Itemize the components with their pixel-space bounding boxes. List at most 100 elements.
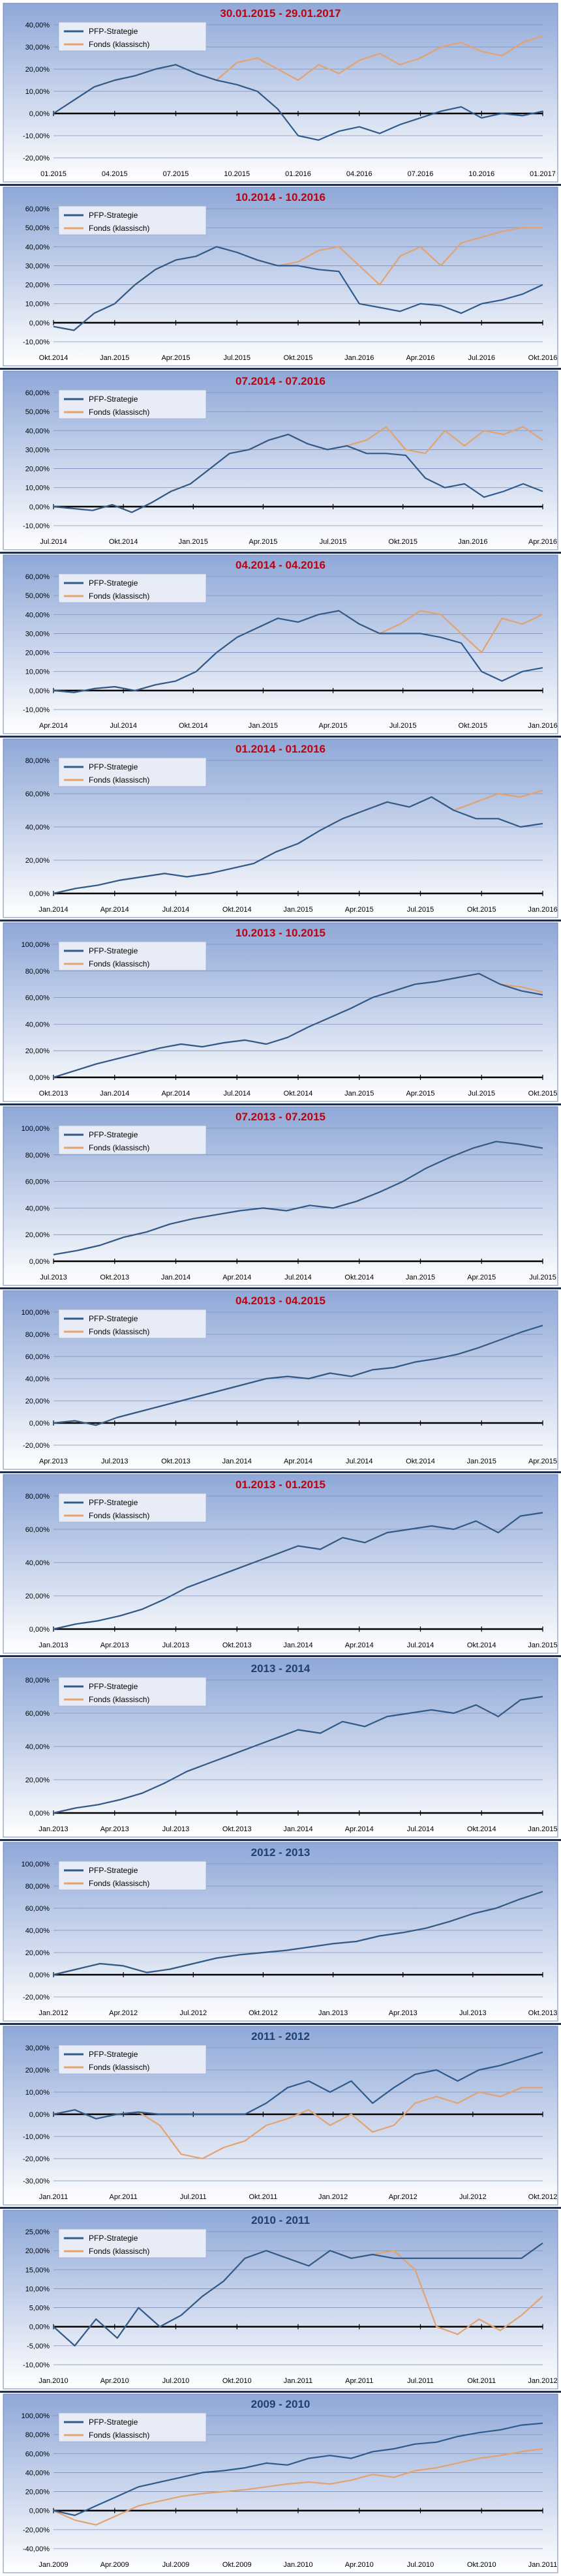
series-line-pfp-strategie bbox=[53, 972, 543, 1079]
y-tick-label: -10,00% bbox=[23, 706, 50, 714]
y-tick-label: -40,00% bbox=[23, 2545, 50, 2553]
x-tick-label: Apr.2013 bbox=[100, 1825, 129, 1833]
x-tick-label: Jan.2016 bbox=[344, 354, 374, 362]
legend-label: Fonds (klassisch) bbox=[89, 1511, 149, 1520]
x-tick-label: Jul.2014 bbox=[162, 906, 190, 914]
x-tick-label: Okt.2010 bbox=[467, 2561, 496, 2569]
line-chart: 2012 - 2013 100,00% 80,00% 60,00% 40,00% 20,0… bbox=[3, 1842, 558, 2022]
x-tick-label: Jul.2015 bbox=[389, 722, 417, 730]
y-tick-label: 40,00% bbox=[25, 1927, 50, 1935]
chart-panel: 2013 - 2014 80,00% 60,00% 40,00% 20,00% 0,00%… bbox=[3, 1658, 558, 1838]
x-tick-label: Okt.2013 bbox=[161, 1458, 190, 1465]
x-tick-label: Jul.2011 bbox=[180, 2193, 207, 2201]
x-tick-label: Jan.2012 bbox=[318, 2193, 348, 2201]
y-tick-label: 40,00% bbox=[25, 22, 50, 29]
legend-box bbox=[58, 1677, 207, 1707]
x-tick-label: Jul.2013 bbox=[40, 1274, 67, 1281]
section-divider bbox=[0, 2023, 561, 2025]
legend: PFP-Strategie Fonds (klassisch) bbox=[58, 1861, 207, 1891]
x-tick-label: Okt.2014 bbox=[109, 538, 138, 546]
x-tick-label: Okt.2010 bbox=[222, 2377, 252, 2385]
x-tick-label: Apr.2015 bbox=[345, 906, 374, 914]
x-tick-label: Jan.2014 bbox=[222, 1458, 252, 1465]
x-tick-label: Jan.2013 bbox=[318, 2009, 348, 2017]
y-tick-label: 20,00% bbox=[25, 650, 50, 657]
y-tick-label: 100,00% bbox=[22, 1309, 50, 1317]
section-divider bbox=[0, 920, 561, 921]
legend: PFP-Strategie Fonds (klassisch) bbox=[58, 2044, 207, 2074]
x-tick-label: Jul.2010 bbox=[407, 2561, 434, 2569]
x-tick-label: Jul.2013 bbox=[101, 1458, 129, 1465]
legend-label: Fonds (klassisch) bbox=[89, 224, 149, 233]
chart-panel: 2012 - 2013 100,00% 80,00% 60,00% 40,00% 20,0… bbox=[3, 1842, 558, 2022]
y-tick-label: 10,00% bbox=[25, 485, 50, 492]
x-tick-label: Okt.2014 bbox=[39, 354, 68, 362]
x-tick-label: Okt.2015 bbox=[284, 354, 313, 362]
legend-box bbox=[58, 389, 207, 419]
legend-label: PFP-Strategie bbox=[89, 1314, 138, 1323]
x-tick-label: Okt.2015 bbox=[459, 722, 488, 730]
y-tick-label: -10,00% bbox=[23, 132, 50, 140]
y-tick-label: 40,00% bbox=[25, 1375, 50, 1383]
y-tick-label: 100,00% bbox=[22, 1125, 50, 1133]
x-tick-label: 07.2016 bbox=[408, 170, 434, 178]
line-chart: 2009 - 2010 100,00% 80,00% 60,00% 40,00% 20,0… bbox=[3, 2393, 558, 2573]
x-tick-label: Jan.2014 bbox=[38, 906, 68, 914]
y-tick-label: 15,00% bbox=[25, 2266, 50, 2274]
chart-panel: 30.01.2015 - 29.01.2017 40,00% 30,00% 20,00… bbox=[3, 3, 558, 183]
x-tick-label: Apr.2016 bbox=[528, 538, 557, 546]
legend-box bbox=[58, 573, 207, 603]
x-tick-label: Okt.2012 bbox=[249, 2009, 278, 2017]
legend-box bbox=[58, 205, 207, 235]
x-tick-label: Okt.2013 bbox=[528, 2009, 558, 2017]
x-tick-label: Apr.2016 bbox=[406, 354, 434, 362]
y-tick-label: 20,00% bbox=[25, 66, 50, 74]
y-tick-label: 20,00% bbox=[25, 282, 50, 290]
x-tick-label: Apr.2014 bbox=[345, 1825, 374, 1833]
line-chart: 2011 - 2012 30,00% 20,00% 10,00% 0,00% -10,00… bbox=[3, 2026, 558, 2206]
y-tick-label: 20,00% bbox=[25, 1776, 50, 1784]
y-tick-label: -20,00% bbox=[23, 1442, 50, 1450]
x-tick-label: Okt.2013 bbox=[39, 1090, 68, 1098]
series-line-pfp-strategie bbox=[53, 1891, 543, 1976]
x-tick-label: Apr.2012 bbox=[109, 2009, 138, 2017]
x-tick-label: Okt.2011 bbox=[249, 2193, 278, 2201]
x-tick-label: Jul.2010 bbox=[162, 2377, 190, 2385]
y-tick-label: 0,00% bbox=[29, 2508, 50, 2515]
x-tick-label: Jan.2013 bbox=[38, 1825, 68, 1833]
y-tick-label: 80,00% bbox=[25, 757, 50, 765]
chart-title: 07.2013 - 07.2015 bbox=[235, 1111, 326, 1123]
y-tick-label: 10,00% bbox=[25, 2089, 50, 2097]
section-divider bbox=[0, 1287, 561, 1289]
x-tick-label: Jul.2013 bbox=[162, 1641, 190, 1649]
chart-panel: 01.2014 - 01.2016 80,00% 60,00% 40,00% 20,00… bbox=[3, 738, 558, 918]
y-tick-label: 25,00% bbox=[25, 2228, 50, 2236]
y-tick-label: 30,00% bbox=[25, 446, 50, 454]
legend-label: Fonds (klassisch) bbox=[89, 959, 149, 968]
legend: PFP-Strategie Fonds (klassisch) bbox=[58, 941, 207, 971]
legend-label: PFP-Strategie bbox=[89, 762, 138, 771]
y-tick-label: 60,00% bbox=[25, 205, 50, 213]
x-tick-label: 04.2016 bbox=[346, 170, 372, 178]
x-tick-label: Jan.2016 bbox=[458, 538, 487, 546]
y-tick-label: 60,00% bbox=[25, 1905, 50, 1913]
x-tick-label: Jan.2015 bbox=[528, 1825, 557, 1833]
legend: PFP-Strategie Fonds (klassisch) bbox=[58, 1493, 207, 1523]
x-tick-label: Apr.2014 bbox=[222, 1274, 251, 1281]
chart-title: 07.2014 - 07.2016 bbox=[235, 375, 326, 387]
chart-panel: 01.2013 - 01.2015 80,00% 60,00% 40,00% 20,00… bbox=[3, 1474, 558, 1654]
x-tick-label: Apr.2010 bbox=[345, 2561, 374, 2569]
x-tick-label: Okt.2016 bbox=[528, 354, 558, 362]
y-tick-label: 10,00% bbox=[25, 301, 50, 308]
chart-title: 04.2014 - 04.2016 bbox=[235, 559, 326, 571]
x-tick-label: Jul.2013 bbox=[459, 2009, 487, 2017]
x-tick-label: Apr.2010 bbox=[100, 2377, 129, 2385]
line-chart: 30.01.2015 - 29.01.2017 40,00% 30,00% 20,00… bbox=[3, 3, 558, 183]
section-divider bbox=[0, 1655, 561, 1657]
x-tick-label: Okt.2014 bbox=[284, 1090, 313, 1098]
x-tick-label: Jan.2012 bbox=[38, 2009, 68, 2017]
legend-box bbox=[58, 1125, 207, 1155]
line-chart: 10.2013 - 10.2015 100,00% 80,00% 60,00% 40,0… bbox=[3, 922, 558, 1102]
y-tick-label: 40,00% bbox=[25, 1205, 50, 1212]
y-tick-label: 40,00% bbox=[25, 1559, 50, 1567]
